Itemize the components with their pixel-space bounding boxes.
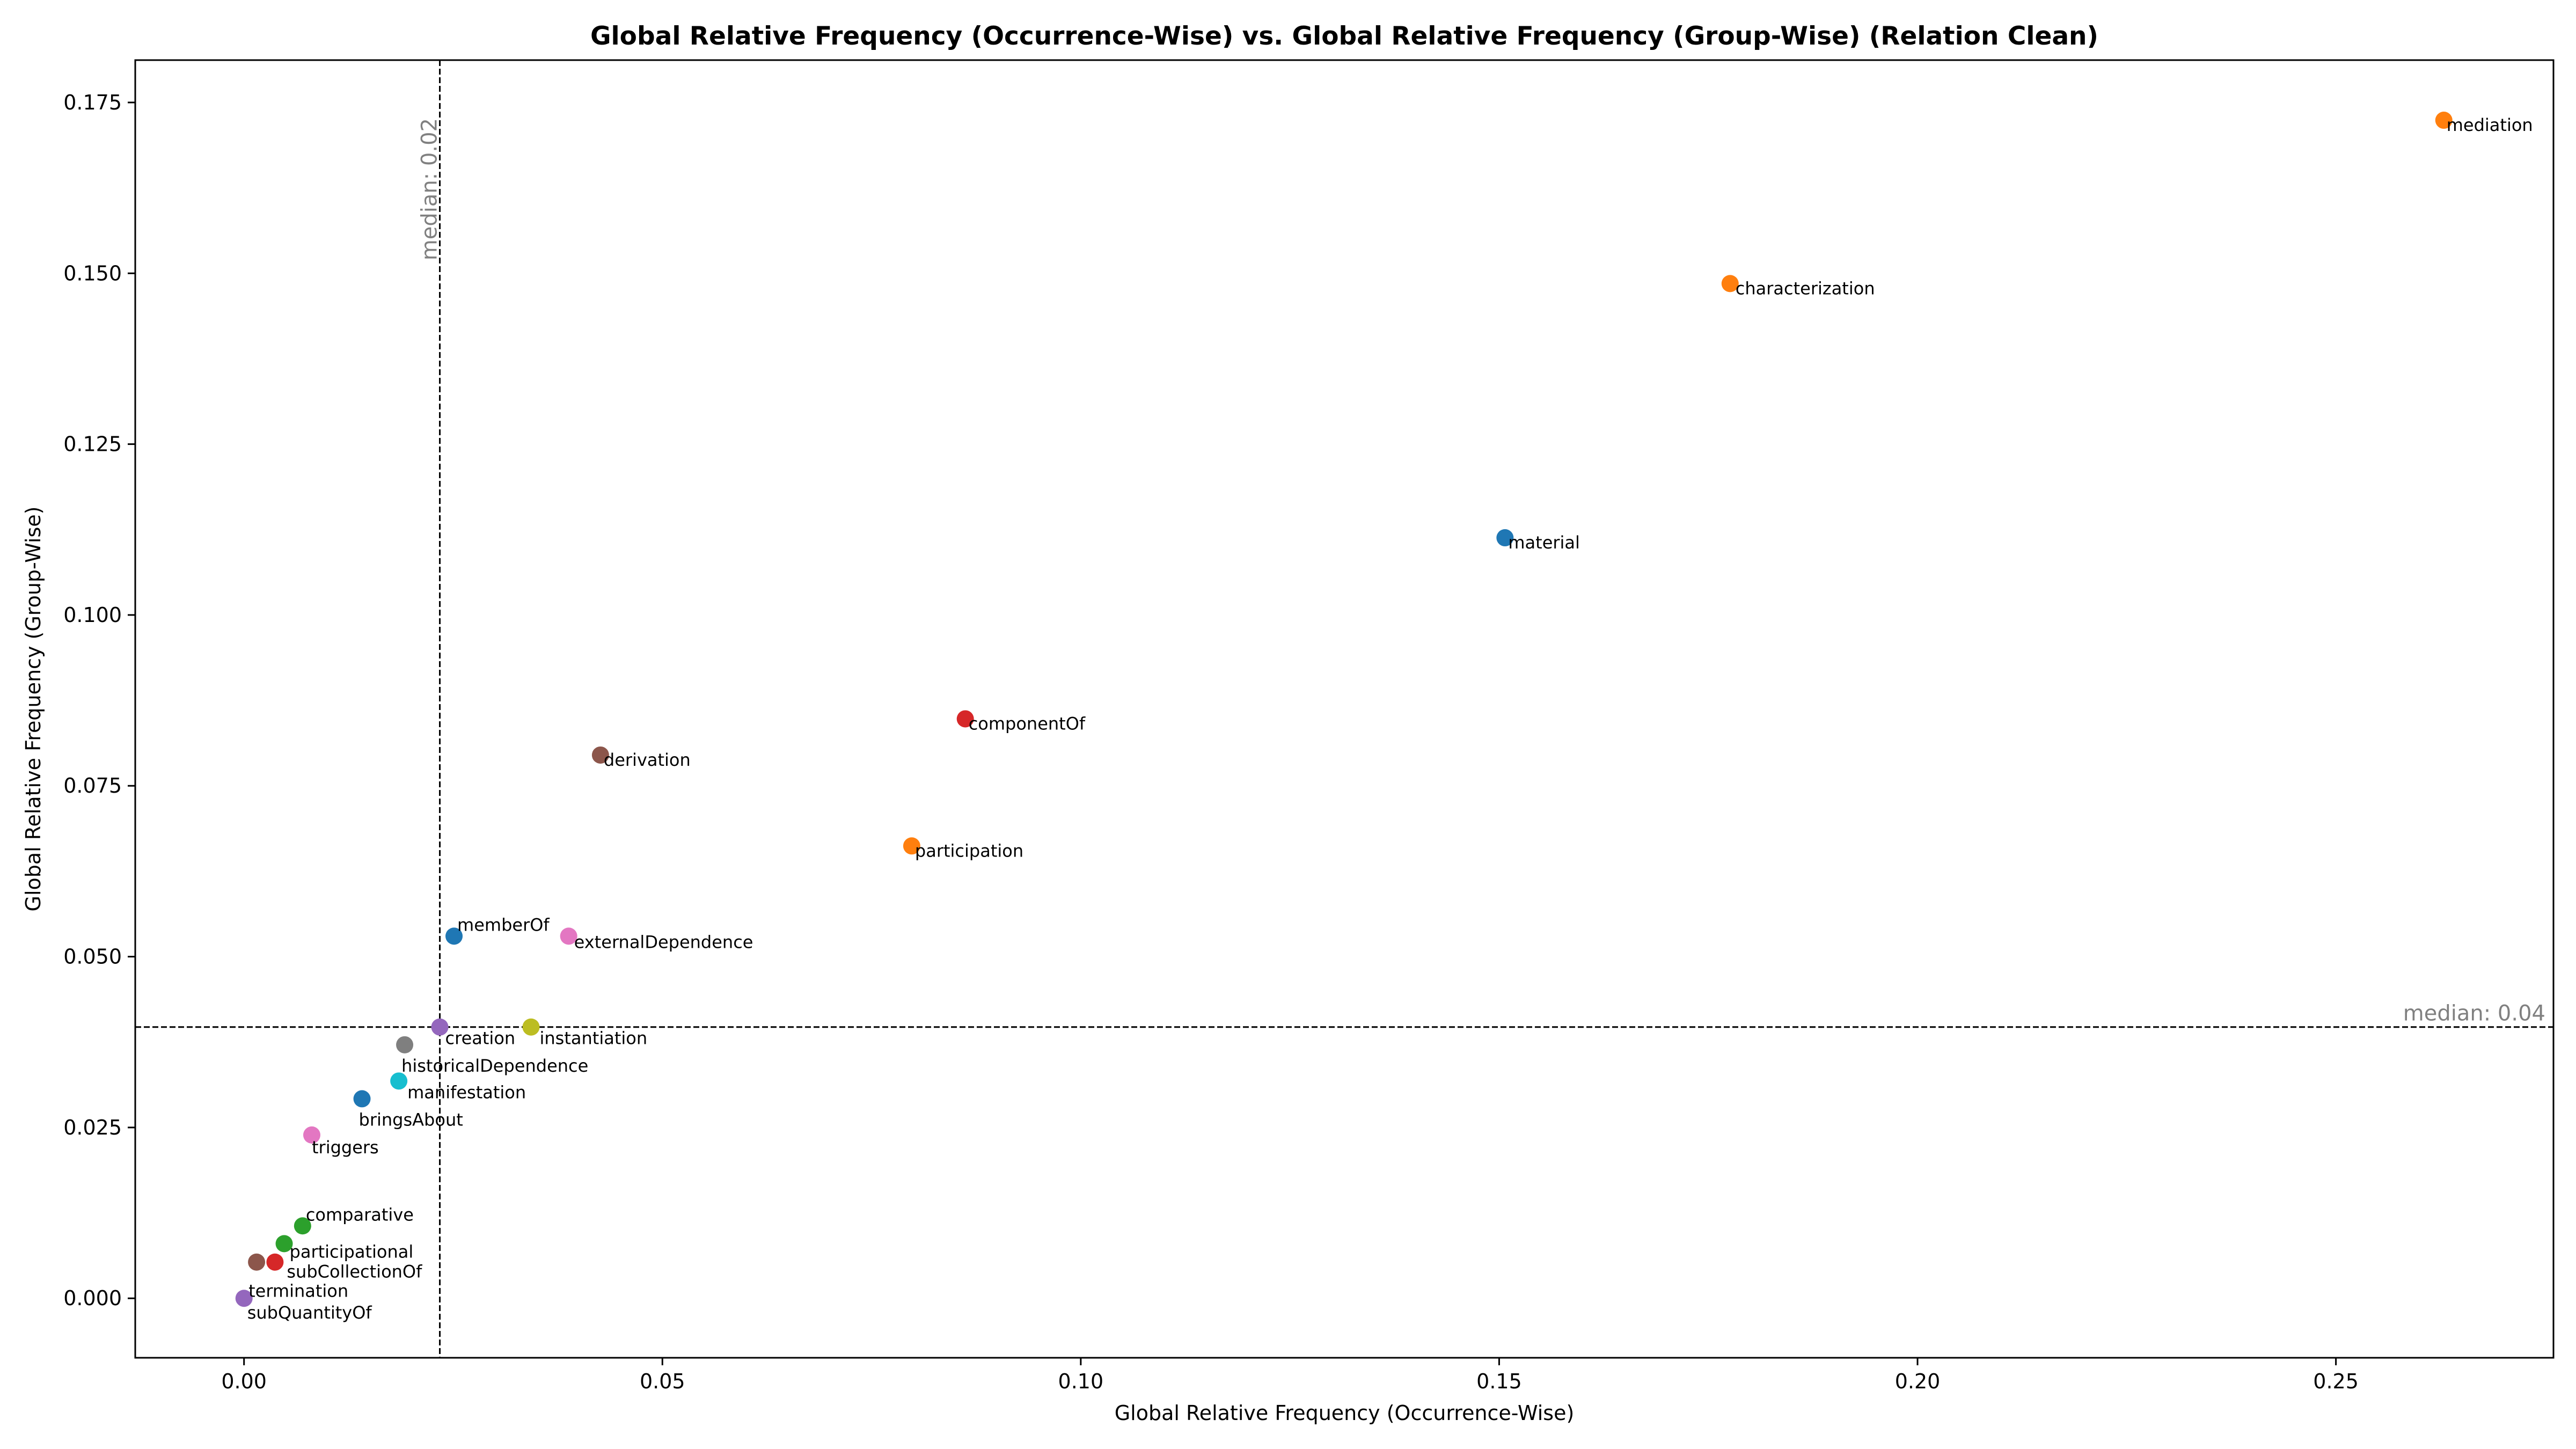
x-tick-label-0.15: 0.15 xyxy=(1476,1370,1522,1393)
point-componentOf xyxy=(956,710,974,728)
label-memberOf: memberOf xyxy=(457,914,550,935)
x-axis-label: Global Relative Frequency (Occurrence-Wi… xyxy=(1115,1401,1575,1425)
y-tick-label-0.050: 0.050 xyxy=(63,945,122,969)
point-bringsAbout xyxy=(353,1090,371,1108)
point-participation xyxy=(903,837,920,855)
label-termination: termination xyxy=(248,1281,348,1301)
point-subQuantityOf xyxy=(235,1290,253,1307)
median-y-label: median: 0.04 xyxy=(2403,1001,2545,1026)
label-derivation: derivation xyxy=(604,750,691,770)
plot-area: median: 0.02 median: 0.04 xyxy=(135,60,2553,1358)
label-characterization: characterization xyxy=(1736,278,1875,298)
median-x-label: median: 0.02 xyxy=(418,118,442,260)
y-axis-label: Global Relative Frequency (Group-Wise) xyxy=(21,507,45,912)
point-characterization xyxy=(1721,275,1739,292)
y-tick-label-0.075: 0.075 xyxy=(63,774,122,797)
point-creation xyxy=(431,1018,449,1036)
data-points xyxy=(235,112,2453,1307)
x-tick-label-0.25: 0.25 xyxy=(2313,1370,2359,1393)
point-participational xyxy=(275,1235,293,1253)
point-derivation xyxy=(591,746,609,764)
label-externalDependence: externalDependence xyxy=(574,932,753,952)
label-creation: creation xyxy=(445,1028,516,1049)
x-tick-label-0.00: 0.00 xyxy=(221,1370,267,1393)
label-subQuantityOf: subQuantityOf xyxy=(247,1302,372,1323)
point-material xyxy=(1496,529,1514,547)
point-subCollectionOf xyxy=(266,1253,284,1271)
label-participation: participation xyxy=(915,840,1023,861)
point-memberOf xyxy=(445,927,463,945)
y-tick-label-0.150: 0.150 xyxy=(63,261,122,285)
point-historicalDependence xyxy=(396,1036,414,1053)
label-mediation: mediation xyxy=(2447,115,2533,135)
label-instantiation: instantiation xyxy=(539,1028,647,1049)
point-comparative xyxy=(294,1217,311,1235)
point-labels: mediation characterization material compone… xyxy=(247,115,2533,1323)
point-mediation xyxy=(2435,112,2453,129)
point-instantiation xyxy=(522,1018,540,1036)
label-triggers: triggers xyxy=(312,1137,379,1158)
label-historicalDependence: historicalDependence xyxy=(401,1056,588,1076)
x-tick-label-0.20: 0.20 xyxy=(1895,1370,1941,1393)
x-tick-label-0.10: 0.10 xyxy=(1058,1370,1104,1393)
plot-frame xyxy=(134,59,2555,1359)
y-tick-label-0.100: 0.100 xyxy=(63,603,122,627)
point-externalDependence xyxy=(560,927,577,945)
point-manifestation xyxy=(390,1072,408,1090)
label-comparative: comparative xyxy=(306,1204,414,1225)
label-subCollectionOf: subCollectionOf xyxy=(287,1262,422,1282)
axis-ticks: 0.00 0.05 0.10 0.15 0.20 0.25 0.000 0.025 0.050 0… xyxy=(63,91,2359,1393)
y-tick-label-0.000: 0.000 xyxy=(63,1286,122,1310)
label-bringsAbout: bringsAbout xyxy=(359,1109,463,1130)
point-triggers xyxy=(303,1126,320,1144)
y-tick-label-0.125: 0.125 xyxy=(63,433,122,456)
y-tick-label-0.025: 0.025 xyxy=(63,1116,122,1139)
point-termination xyxy=(248,1253,266,1271)
label-manifestation: manifestation xyxy=(407,1082,526,1102)
label-participational: participational xyxy=(290,1241,414,1262)
chart-title: Global Relative Frequency (Occurrence-Wi… xyxy=(590,21,2098,51)
label-componentOf: componentOf xyxy=(969,713,1086,734)
y-tick-label-0.175: 0.175 xyxy=(63,91,122,114)
x-tick-label-0.05: 0.05 xyxy=(640,1370,685,1393)
label-material: material xyxy=(1508,532,1580,553)
